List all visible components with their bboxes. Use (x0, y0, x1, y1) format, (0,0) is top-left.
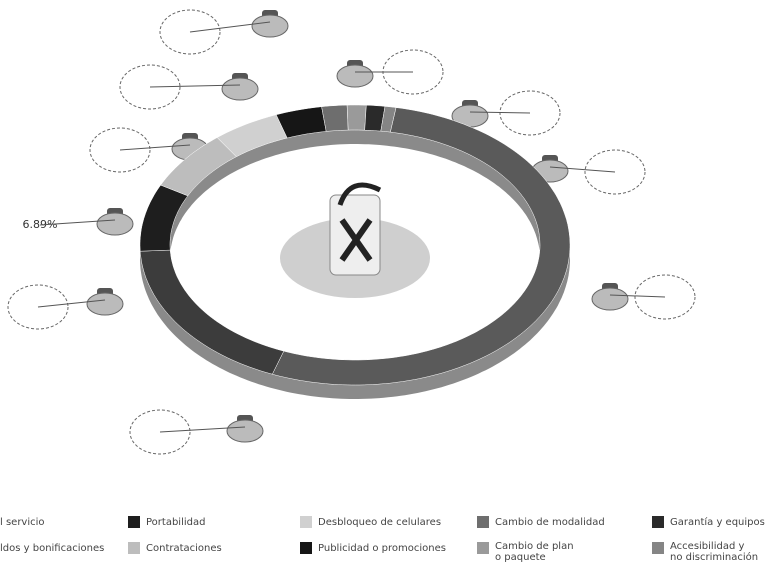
donut-segment (346, 104, 367, 131)
legend-label: Contrataciones (146, 543, 222, 554)
leader-line (469, 111, 531, 114)
icon (591, 287, 629, 311)
leader-line (609, 294, 666, 298)
legend-swatch (652, 516, 664, 528)
leader-line (39, 219, 116, 226)
legend-label: Portabilidad (146, 517, 205, 528)
legend-label: Cambio de plan o paquete (495, 541, 574, 563)
legend-label: Desbloqueo de celulares (318, 517, 441, 528)
legend-label: Publicidad o promociones (318, 543, 446, 554)
icon (221, 77, 259, 101)
legend-swatch (477, 542, 489, 554)
legend-label: Garantía y equipos (670, 516, 765, 528)
legend-swatch (300, 516, 312, 528)
legend-swatch (128, 542, 140, 554)
donut (139, 104, 571, 399)
legend-swatch (652, 542, 664, 554)
legend-label: l servicio (0, 517, 45, 528)
leader-line (37, 299, 106, 308)
leader-line (119, 144, 191, 151)
legend-swatch (300, 542, 312, 554)
legend-swatch (477, 516, 489, 528)
icon (96, 212, 134, 236)
legend-label: Accesibilidad y no discriminación (670, 541, 758, 563)
legend-label: Cambio de modalidad (495, 517, 605, 528)
donut-segment (380, 106, 397, 133)
leader-line (549, 166, 616, 173)
icon (251, 14, 289, 38)
icon (336, 64, 374, 88)
leader-line (149, 84, 241, 88)
leader-line (189, 21, 271, 33)
icon (226, 419, 264, 443)
center-decoration (280, 182, 430, 298)
legend-swatch (128, 516, 140, 528)
donut-segment (321, 104, 349, 132)
icon (86, 292, 124, 316)
leader-line (159, 426, 246, 433)
legend-label: ldos y bonificaciones (0, 543, 104, 554)
